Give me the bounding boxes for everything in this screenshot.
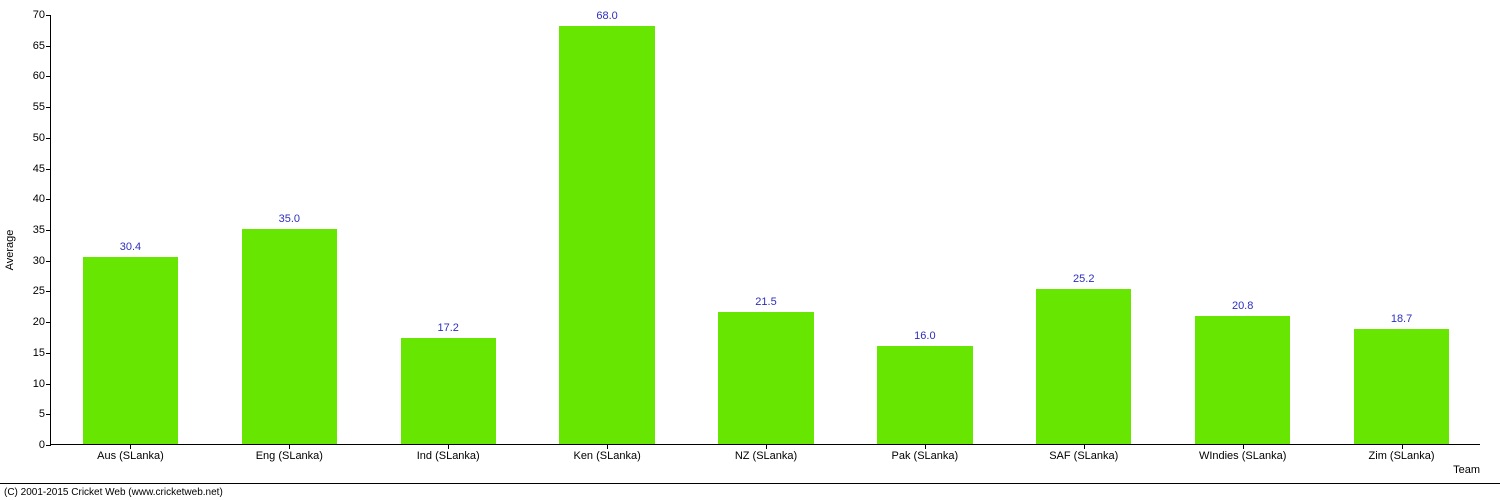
y-tick-label: 35 <box>33 224 51 236</box>
y-tick-label: 45 <box>33 163 51 175</box>
bar-value-label: 25.2 <box>1073 273 1094 285</box>
y-tick-label: 70 <box>33 9 51 21</box>
x-tick-label: WIndies (SLanka) <box>1199 444 1286 462</box>
y-tick-label: 25 <box>33 285 51 297</box>
bar: 21.5 <box>718 312 813 444</box>
bar: 20.8 <box>1195 316 1290 444</box>
y-tick-label: 65 <box>33 40 51 52</box>
y-tick-label: 5 <box>39 408 51 420</box>
bar-value-label: 68.0 <box>596 10 617 22</box>
plot-area: 30.435.017.268.021.516.025.220.818.7 Tea… <box>50 15 1480 445</box>
x-tick-label: Aus (SLanka) <box>97 444 164 462</box>
x-tick-label: Eng (SLanka) <box>256 444 323 462</box>
bar: 17.2 <box>401 338 496 444</box>
bar: 25.2 <box>1036 289 1131 444</box>
bar-value-label: 18.7 <box>1391 313 1412 325</box>
chart-container: Average 30.4 35.0 17.2 68.0 21.5 16.0 25.2 20.8… <box>0 0 1500 500</box>
bar-value-label: 17.2 <box>437 322 458 334</box>
footer-rule <box>0 483 1500 484</box>
bar: 18.7 <box>1354 329 1449 444</box>
x-tick-label: Ken (SLanka) <box>573 444 640 462</box>
bar-value-label: 21.5 <box>755 296 776 308</box>
y-tick-label: 55 <box>33 101 51 113</box>
bar-value-label: 30.4 <box>120 241 141 253</box>
y-axis-title: Average <box>4 230 16 271</box>
y-tick-label: 15 <box>33 347 51 359</box>
y-tick-label: 50 <box>33 132 51 144</box>
bar-value-label: 35.0 <box>279 213 300 225</box>
y-tick-label: 10 <box>33 378 51 390</box>
bars-layer: 30.4 35.0 17.2 68.0 21.5 16.0 25.2 20.8 18.7 <box>51 15 1480 444</box>
y-tick-label: 40 <box>33 193 51 205</box>
bar-value-label: 16.0 <box>914 330 935 342</box>
bar: 35.0 <box>242 229 337 444</box>
x-tick-label: Zim (SLanka) <box>1369 444 1435 462</box>
x-axis-title: Team <box>1453 464 1480 476</box>
bar-value-label: 20.8 <box>1232 300 1253 312</box>
y-tick-label: 20 <box>33 316 51 328</box>
bar: 30.4 <box>83 257 178 444</box>
x-tick-label: NZ (SLanka) <box>735 444 797 462</box>
bar: 68.0 <box>559 26 654 444</box>
bar: 16.0 <box>877 346 972 444</box>
y-tick-label: 30 <box>33 255 51 267</box>
x-tick-label: SAF (SLanka) <box>1049 444 1118 462</box>
x-tick-label: Pak (SLanka) <box>892 444 959 462</box>
y-tick-label: 0 <box>39 439 51 451</box>
x-tick-label: Ind (SLanka) <box>417 444 480 462</box>
copyright-text: (C) 2001-2015 Cricket Web (www.cricketwe… <box>4 487 223 498</box>
y-tick-label: 60 <box>33 70 51 82</box>
